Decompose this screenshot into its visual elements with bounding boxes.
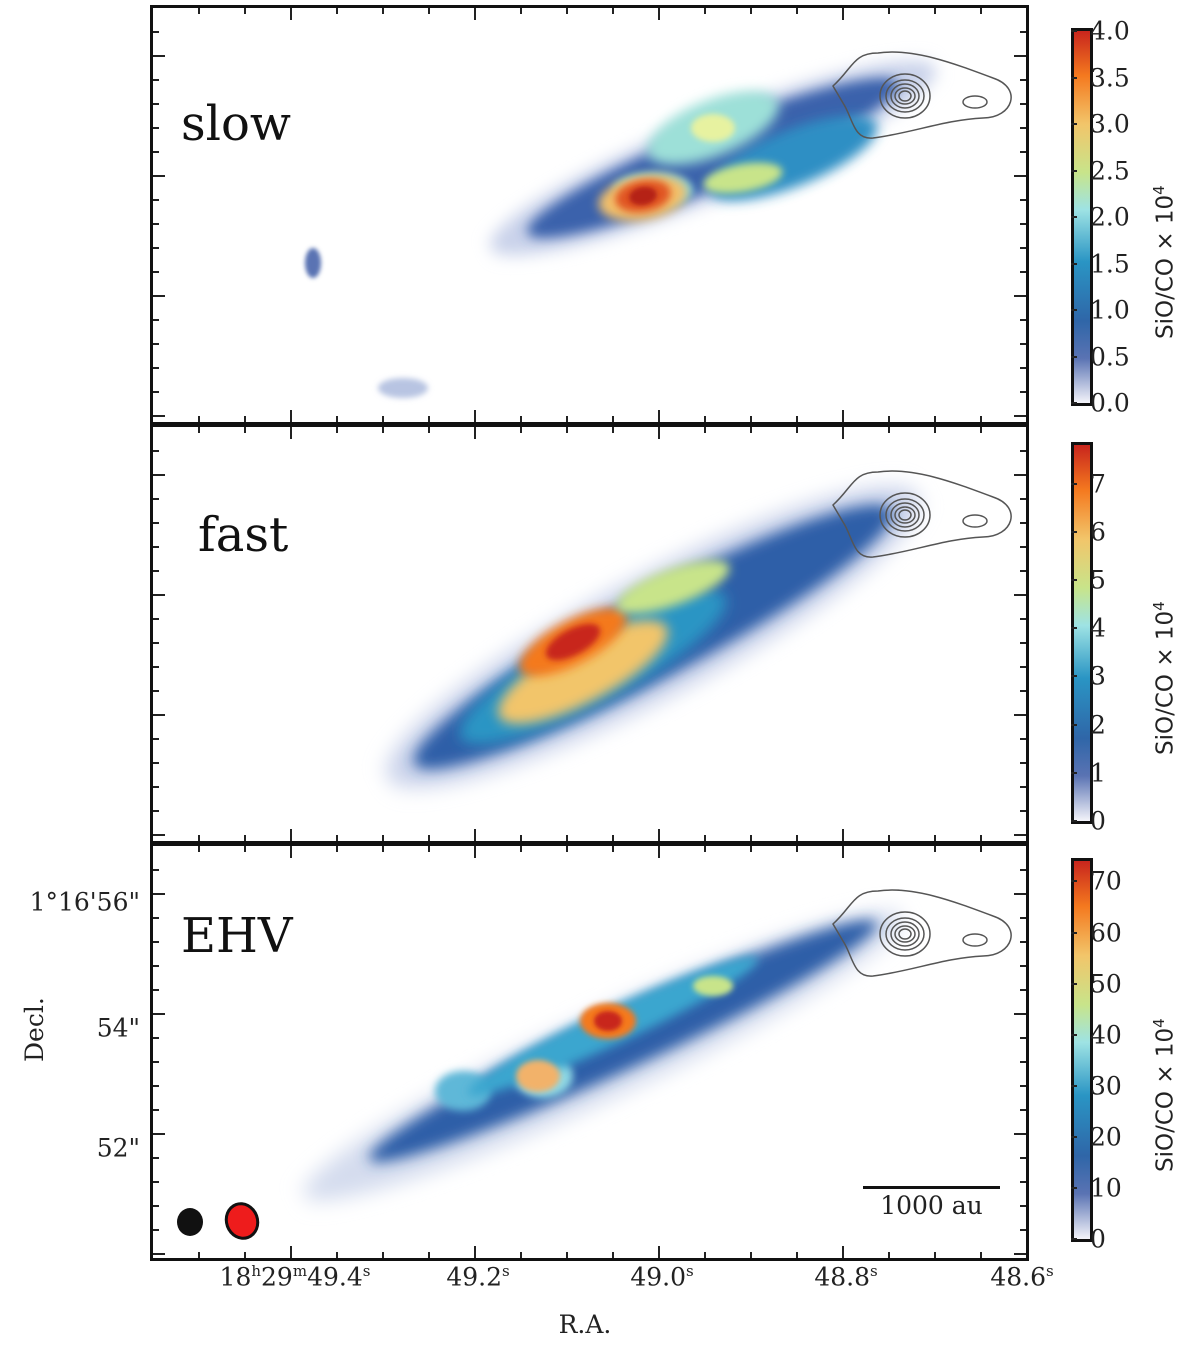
y-tick: 54"	[96, 1013, 140, 1043]
colorbar-tick-label: 3.0	[1090, 109, 1130, 139]
emission-blob	[703, 162, 783, 194]
colorbar-tick-mark	[1071, 820, 1077, 822]
colorbar-tick-label: 70	[1090, 866, 1122, 896]
colorbar-tick-label: 3.5	[1090, 63, 1130, 92]
x-tick: 48.8s	[814, 1262, 878, 1292]
colorbar-label: SiO/CO × 104	[1150, 601, 1179, 755]
colorbar-tick-label: 60	[1090, 918, 1122, 947]
colorbar-tick-mark	[1071, 402, 1077, 404]
colorbar-tick-mark	[1071, 123, 1077, 125]
colorbar-tick-mark	[1071, 355, 1077, 358]
colorbar-tick-label: 2.0	[1090, 202, 1130, 232]
colorbar-tick-mark	[1071, 771, 1077, 774]
emission-blob	[378, 378, 428, 398]
colorbar-tick-mark	[1071, 262, 1077, 265]
colorbar-tick-label: 2.5	[1090, 156, 1130, 185]
x-tick: 49.0s	[630, 1262, 694, 1292]
colorbar-tick-label: 4.0	[1090, 16, 1130, 46]
colorbar-tick-mark	[1071, 578, 1077, 581]
colorbar-tick-label: 6	[1090, 517, 1106, 547]
colorbar-tick-label: 0	[1090, 806, 1106, 836]
colorbar-tick-label: 20	[1090, 1122, 1122, 1152]
colorbar-tick-label: 0	[1090, 1224, 1106, 1254]
panel-fast: fast	[150, 424, 1029, 844]
x-tick: 48.6s	[990, 1262, 1054, 1292]
emission-blob	[497, 620, 669, 724]
colorbar-tick-label: 10	[1090, 1173, 1122, 1203]
emission-blob	[435, 1071, 491, 1111]
colorbar-tick-label: 2	[1090, 710, 1106, 740]
colorbar-tick-mark	[1071, 1135, 1077, 1138]
colorbar-tick-mark	[1071, 1186, 1077, 1189]
colorbar-tick-mark	[1071, 982, 1077, 985]
colorbar-label: SiO/CO × 104	[1150, 1018, 1179, 1172]
colorbar-tick-mark	[1071, 482, 1077, 485]
colorbar-tick-label: 50	[1090, 969, 1122, 999]
colorbar-tick-mark	[1071, 76, 1077, 79]
colorbar-tick-label: 5	[1090, 565, 1106, 595]
panel-label: EHV	[181, 908, 293, 964]
scale-bar: 1000 au	[863, 1186, 1000, 1220]
panel-ehv: EHV 1000 au	[150, 843, 1029, 1261]
colorbar-tick-mark	[1071, 309, 1077, 311]
y-tick: 1°16'56"	[29, 887, 140, 917]
colorbar-tick-label: 1.5	[1090, 249, 1130, 278]
panel-label: slow	[181, 96, 291, 152]
emission-blob	[691, 114, 735, 142]
colorbar-tick-label: 1	[1090, 758, 1106, 788]
beam-ellipse-black	[177, 1208, 203, 1236]
colorbar-tick-label: 40	[1090, 1020, 1122, 1050]
emission-blob	[305, 248, 321, 278]
emission-blob	[616, 560, 730, 614]
colorbar-tick-mark	[1071, 169, 1077, 172]
emission-blob	[545, 623, 601, 661]
continuum-contours	[832, 470, 1012, 558]
panel-label: fast	[198, 507, 289, 563]
colorbar-tick-mark	[1071, 1084, 1077, 1087]
colorbar-fast	[1071, 442, 1093, 824]
colorbar-tick-mark	[1071, 723, 1077, 726]
panel-slow: slow	[150, 5, 1029, 425]
x-axis-label: R.A.	[558, 1310, 612, 1339]
colorbar-tick-mark	[1071, 880, 1077, 883]
colorbar-tick-mark	[1071, 627, 1077, 630]
x-tick: 18h29m49.4s	[219, 1262, 371, 1292]
colorbar-label: SiO/CO × 104	[1150, 185, 1179, 339]
continuum-contours	[832, 51, 1012, 139]
sio-co-ratio-map	[153, 846, 1026, 1258]
emission-blob	[693, 976, 733, 996]
emission-blob	[594, 1011, 622, 1031]
sio-co-ratio-map	[153, 8, 1026, 422]
emission-blob	[629, 186, 657, 206]
colorbar-tick-label: 4	[1090, 613, 1106, 643]
colorbar-tick-label: 1.0	[1090, 295, 1130, 325]
colorbar-tick-mark	[1071, 931, 1077, 934]
x-tick: 49.2s	[446, 1262, 510, 1292]
sio-co-ratio-map	[153, 427, 1026, 841]
colorbar-tick-mark	[1071, 30, 1077, 32]
y-tick: 52"	[96, 1133, 140, 1163]
colorbar-tick-label: 7	[1090, 469, 1106, 499]
continuum-contours	[832, 889, 1012, 977]
colorbar-tick-label: 3	[1090, 661, 1106, 691]
colorbar-tick-mark	[1071, 530, 1077, 533]
colorbar-ehv	[1071, 858, 1093, 1242]
colorbar-tick-label: 30	[1090, 1071, 1122, 1101]
colorbar-tick-mark	[1071, 675, 1077, 678]
emission-blob	[516, 1060, 560, 1092]
colorbar-tick-mark	[1071, 1238, 1077, 1240]
colorbar-tick-mark	[1071, 1033, 1077, 1036]
colorbar-tick-mark	[1071, 216, 1077, 218]
colorbar-tick-label: 0.0	[1090, 388, 1130, 418]
colorbar-tick-label: 0.5	[1090, 342, 1130, 371]
y-axis-label: Decl.	[20, 997, 49, 1062]
